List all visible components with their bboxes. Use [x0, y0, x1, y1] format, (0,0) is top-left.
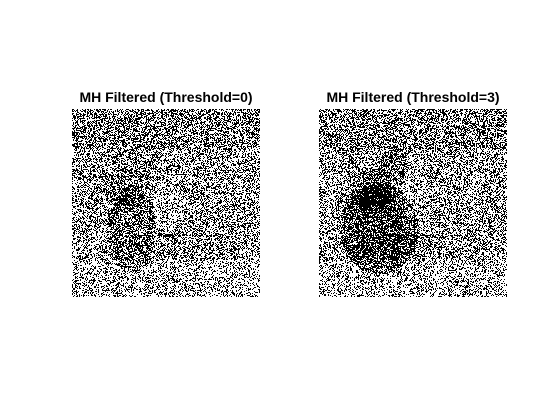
mh-filtered-image-threshold-0: [72, 109, 260, 297]
panel-title-threshold-0: MH Filtered (Threshold=0): [79, 89, 253, 105]
panel-title-threshold-3: MH Filtered (Threshold=3): [326, 89, 500, 105]
mh-filtered-image-threshold-3: [319, 109, 507, 297]
